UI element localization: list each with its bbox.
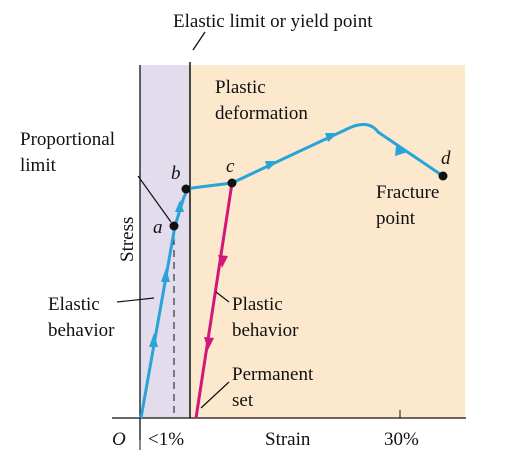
point-label: c [226,156,235,177]
label: Fracture [376,182,439,203]
origin: O [112,429,126,450]
label: behavior [232,320,299,341]
label: Elastic [48,294,100,315]
label: Plastic [215,77,266,98]
label: Permanent [232,364,314,385]
label: behavior [48,320,115,341]
label: Proportional [20,129,115,150]
label: point [376,208,416,229]
label: limit [20,155,57,176]
label: Plastic [232,294,283,315]
yield-leader [192,31,206,51]
label: set [232,390,254,411]
x-label: Strain [265,429,311,450]
point-label: a [153,217,163,238]
unload-arrows [204,255,228,350]
x-tick-label: <1% [148,429,184,450]
points [169,171,448,231]
x-tick-label: 30% [384,429,419,450]
label: deformation [215,103,308,124]
leaders [116,175,230,409]
curve-arrows [149,133,408,347]
title: Elastic limit or yield point [173,11,373,32]
point-label: d [441,148,451,169]
unload-line [194,182,234,419]
point-label: b [171,163,181,184]
plastic-region [190,65,465,418]
y-label: Stress [117,217,138,262]
elastic-region [140,65,190,418]
